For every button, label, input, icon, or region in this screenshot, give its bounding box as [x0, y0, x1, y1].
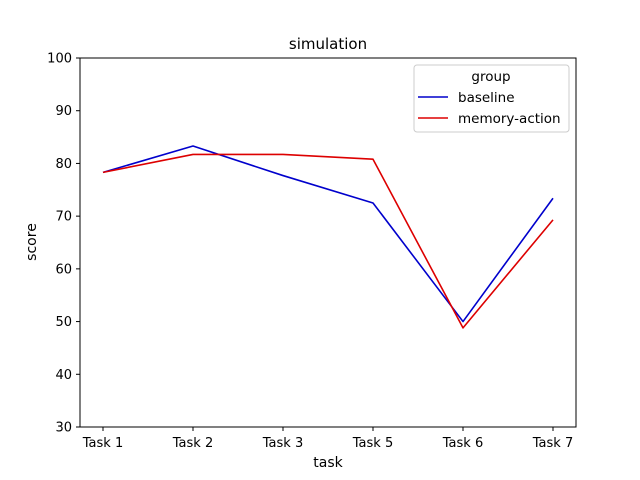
- legend: group baseline memory-action: [413, 64, 570, 133]
- y-tick-label: 80: [55, 157, 72, 172]
- chart-title: simulation: [289, 35, 367, 53]
- legend-box: [413, 64, 570, 133]
- legend-label-memory-action: memory-action: [458, 111, 561, 127]
- y-axis-label: score: [24, 223, 40, 261]
- legend-title: group: [471, 69, 510, 85]
- x-axis: Task 1 Task 2 Task 3 Task 5 Task 6 Task 7: [82, 427, 573, 451]
- series-line-memory-action: [102, 153, 554, 329]
- y-tick-label: 60: [55, 262, 72, 277]
- x-tick-label: Task 6: [442, 436, 483, 451]
- series-line-baseline: [102, 145, 554, 323]
- y-axis: 30 40 50 60 70 80 90 100: [47, 52, 80, 436]
- y-tick-label: 50: [55, 315, 72, 330]
- x-tick-label: Task 2: [172, 436, 213, 451]
- legend-label-baseline: baseline: [458, 90, 515, 106]
- x-tick-label: Task 3: [262, 436, 303, 451]
- x-axis-label: task: [313, 455, 343, 471]
- x-tick-label: Task 7: [532, 436, 573, 451]
- y-tick-label: 100: [47, 52, 72, 67]
- series-layer: [102, 145, 554, 329]
- y-tick-label: 30: [55, 421, 72, 436]
- x-tick-label: Task 5: [352, 436, 393, 451]
- x-tick-label: Task 1: [82, 436, 123, 451]
- legend-items: baseline memory-action: [418, 90, 561, 127]
- y-tick-label: 40: [55, 368, 72, 383]
- y-tick-label: 90: [55, 104, 72, 119]
- y-tick-label: 70: [55, 210, 72, 225]
